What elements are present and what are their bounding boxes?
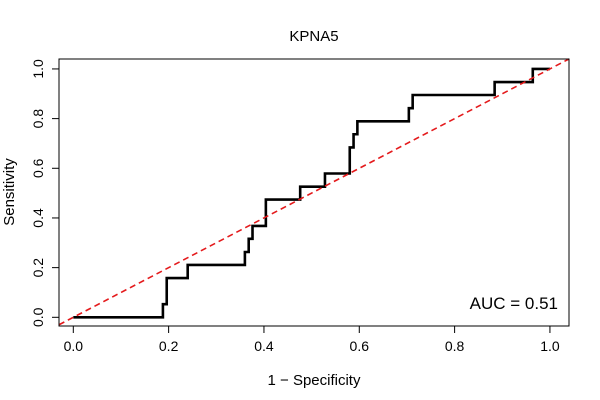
x-tick-label: 0.4 bbox=[254, 338, 274, 354]
y-tick-label: 0.4 bbox=[30, 208, 46, 228]
plot-layer bbox=[58, 58, 570, 326]
plot-frame bbox=[58, 58, 570, 327]
y-tick-label: 0.8 bbox=[30, 109, 46, 129]
x-tick-label: 1.0 bbox=[540, 338, 560, 354]
x-tick-label: 0.2 bbox=[159, 338, 179, 354]
chart-title: KPNA5 bbox=[289, 28, 338, 45]
x-tick-label: 0.6 bbox=[350, 338, 370, 354]
y-tick-label: 1.0 bbox=[30, 59, 46, 79]
x-tick-label: 0.0 bbox=[64, 338, 84, 354]
x-axis-label: 1 − Specificity bbox=[268, 372, 361, 389]
y-tick-label: 0.2 bbox=[30, 258, 46, 278]
auc-annotation: AUC = 0.51 bbox=[470, 294, 558, 313]
y-axis: 0.0 0.2 0.4 0.6 0.8 1.0 bbox=[30, 59, 60, 327]
x-tick-label: 0.8 bbox=[445, 338, 465, 354]
y-axis-label: Sensitivity bbox=[1, 158, 18, 226]
x-axis: 0.0 0.2 0.4 0.6 0.8 1.0 bbox=[64, 325, 560, 354]
roc-curve-line bbox=[73, 67, 550, 319]
y-tick-label: 0.6 bbox=[30, 158, 46, 178]
reference-diagonal-line bbox=[58, 58, 570, 326]
y-tick-label: 0.0 bbox=[30, 307, 46, 327]
